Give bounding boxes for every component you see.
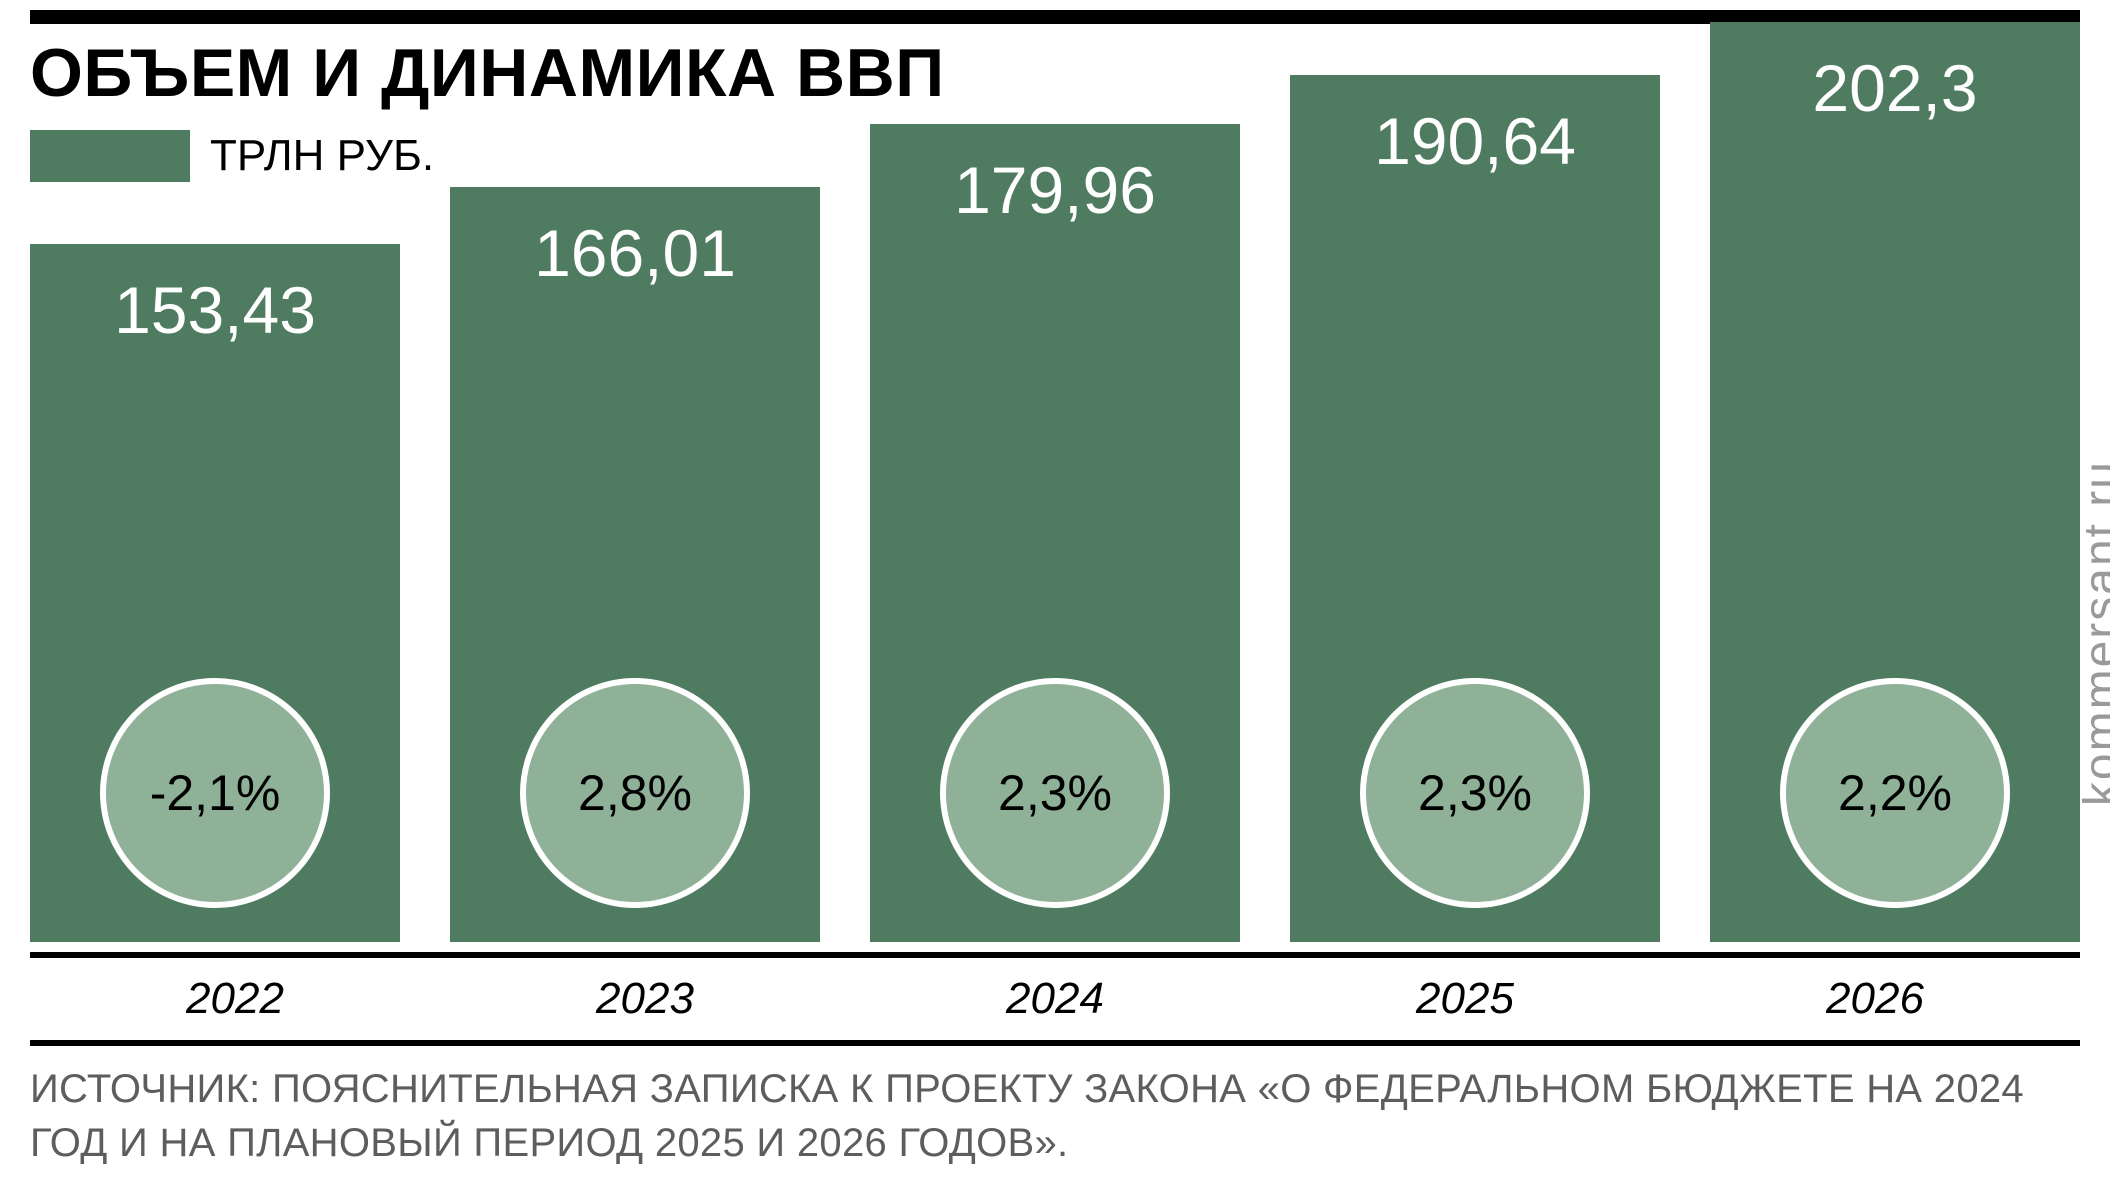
bar-value-label: 153,43 [30,244,400,348]
x-axis-year-label: 2024 [850,958,1260,1040]
bar-column: 153,43 -2,1% [30,244,400,942]
chart-frame: ОБЪЕМ И ДИНАМИКА ВВП ТРЛН РУБ. 153,43-2,… [0,0,2110,1186]
source-text: ИСТОЧНИК: ПОЯСНИТЕЛЬНАЯ ЗАПИСКА К ПРОЕКТ… [30,1062,2080,1170]
watermark: kommersant.ru [2074,460,2110,806]
growth-circle: 2,3% [940,678,1170,908]
x-axis-year-label: 2025 [1260,958,1670,1040]
growth-percent-label: 2,3% [1418,764,1532,822]
x-axis-labels: 20222023202420252026 [30,958,2080,1040]
bar: 153,43 -2,1% [30,244,400,942]
bar-value-label: 166,01 [450,187,820,291]
bar-value-label: 202,3 [1710,22,2080,126]
x-axis-year-label: 2022 [30,958,440,1040]
bar: 166,01 2,8% [450,187,820,942]
growth-circle: 2,8% [520,678,750,908]
bar-column: 202,3 2,2% [1710,22,2080,942]
growth-percent-label: 2,8% [578,764,692,822]
bar-column: 179,96 2,3% [870,124,1240,942]
chart-area: 153,43 -2,1% 166,01 2,8% 179,96 2,3% 190,64 2,3… [30,22,2080,1046]
growth-circle: -2,1% [100,678,330,908]
bar-column: 190,64 2,3% [1290,75,1660,942]
growth-circle: 2,2% [1780,678,2010,908]
growth-percent-label: -2,1% [150,764,281,822]
x-axis-bottom-rule [30,1040,2080,1046]
bar: 202,3 2,2% [1710,22,2080,942]
growth-percent-label: 2,3% [998,764,1112,822]
growth-circle: 2,3% [1360,678,1590,908]
bars-container: 153,43 -2,1% 166,01 2,8% 179,96 2,3% 190,64 2,3… [30,22,2080,942]
x-axis-year-label: 2023 [440,958,850,1040]
bar-value-label: 190,64 [1290,75,1660,179]
bar-column: 166,01 2,8% [450,187,820,942]
growth-percent-label: 2,2% [1838,764,1952,822]
bar: 190,64 2,3% [1290,75,1660,942]
bar: 179,96 2,3% [870,124,1240,942]
x-axis-year-label: 2026 [1670,958,2080,1040]
bar-value-label: 179,96 [870,124,1240,228]
